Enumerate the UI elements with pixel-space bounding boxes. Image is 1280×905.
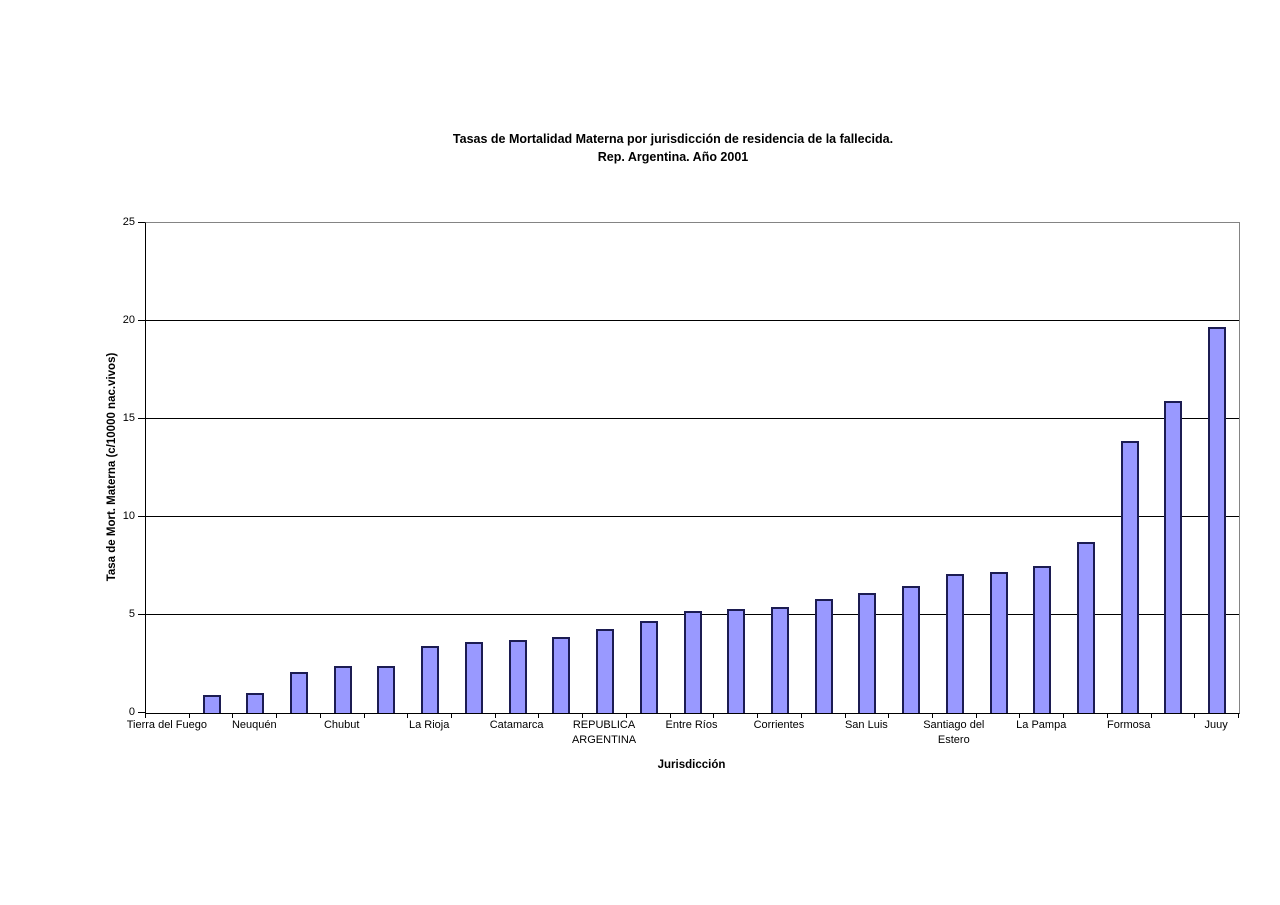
x-tick-mark	[844, 713, 846, 718]
y-tick-mark	[138, 222, 145, 223]
bar	[202, 695, 221, 713]
bar	[727, 609, 746, 713]
x-tick-mark	[1063, 713, 1065, 718]
x-tick-mark	[975, 713, 977, 718]
chart-title: Tasas de Mortalidad Materna por jurisdic…	[140, 130, 1206, 166]
bar	[639, 620, 658, 713]
bar	[596, 628, 615, 713]
bar	[1033, 566, 1052, 713]
bar	[1164, 401, 1183, 713]
bar	[902, 585, 921, 713]
x-tick-mark	[1019, 713, 1021, 718]
y-tick-label: 15	[122, 412, 135, 424]
bar	[421, 646, 440, 713]
x-tick-mark	[538, 713, 540, 718]
x-category-label: Tierra del Fuego	[126, 719, 208, 731]
x-tick-mark	[669, 713, 671, 718]
bar	[858, 593, 877, 713]
x-tick-mark	[494, 713, 496, 718]
x-category-label: Corrientes	[753, 719, 805, 731]
y-tick-label: 5	[128, 608, 135, 620]
chart-title-line1: Tasas de Mortalidad Materna por jurisdic…	[452, 132, 894, 146]
x-tick-mark	[931, 713, 933, 718]
x-category-label: Chubut	[323, 719, 360, 731]
x-category-label: La Pampa	[1016, 719, 1067, 731]
bar	[989, 571, 1008, 713]
bar	[1208, 326, 1227, 713]
x-tick-mark	[188, 713, 190, 718]
x-tick-mark	[582, 713, 584, 718]
x-category-label: Santiago del Estero	[923, 719, 985, 746]
plot-area	[145, 222, 1240, 714]
x-tick-mark	[757, 713, 759, 718]
x-tick-mark	[1106, 713, 1108, 718]
y-tick-label: 25	[122, 216, 135, 228]
x-category-label: REPUBLICA ARGENTINA	[571, 719, 637, 746]
bar	[1076, 542, 1095, 713]
bar	[464, 642, 483, 713]
x-tick-mark	[713, 713, 715, 718]
x-tick-mark	[625, 713, 627, 718]
bar	[770, 607, 789, 713]
y-tick-label: 0	[128, 706, 135, 718]
x-tick-mark	[232, 713, 234, 718]
x-tick-mark	[1150, 713, 1152, 718]
y-axis-title: Tasa de Mort. Materna (c/10000 nac.vivos…	[106, 352, 118, 582]
y-tick-mark	[138, 712, 145, 713]
x-category-label: Neuquén	[231, 719, 277, 731]
x-category-label: San Luis	[844, 719, 888, 731]
x-tick-mark	[1238, 713, 1239, 718]
gridline-15	[146, 418, 1239, 419]
x-tick-mark	[145, 713, 146, 718]
x-category-label: Catamarca	[489, 719, 544, 731]
y-tick-label: 20	[122, 314, 135, 326]
x-category-label: Formosa	[1106, 719, 1151, 731]
x-category-label: Entre Ríos	[665, 719, 718, 731]
x-tick-mark	[888, 713, 890, 718]
x-tick-mark	[319, 713, 321, 718]
bar	[377, 665, 396, 713]
bar	[246, 693, 265, 713]
x-category-label: La Rioja	[408, 719, 450, 731]
bar	[814, 599, 833, 713]
x-tick-mark	[363, 713, 365, 718]
bar	[945, 573, 964, 713]
x-tick-mark	[1194, 713, 1196, 718]
y-tick-mark	[138, 418, 145, 419]
bar	[290, 671, 309, 713]
x-tick-mark	[276, 713, 278, 718]
x-axis-title: Jurisdicción	[657, 759, 726, 771]
y-tick-mark	[138, 320, 145, 321]
gridline-10	[146, 516, 1239, 517]
x-tick-mark	[407, 713, 409, 718]
bar	[683, 611, 702, 713]
y-tick-mark	[138, 614, 145, 615]
bar	[552, 636, 571, 713]
bar	[333, 665, 352, 713]
y-tick-mark	[138, 516, 145, 517]
chart-title-line2: Rep. Argentina. Año 2001	[597, 150, 749, 164]
gridline-20	[146, 320, 1239, 321]
y-tick-label: 10	[122, 510, 135, 522]
bar	[508, 640, 527, 713]
x-category-label: Juuy	[1204, 719, 1228, 731]
x-tick-mark	[800, 713, 802, 718]
x-tick-mark	[451, 713, 453, 718]
bar	[1120, 440, 1139, 713]
